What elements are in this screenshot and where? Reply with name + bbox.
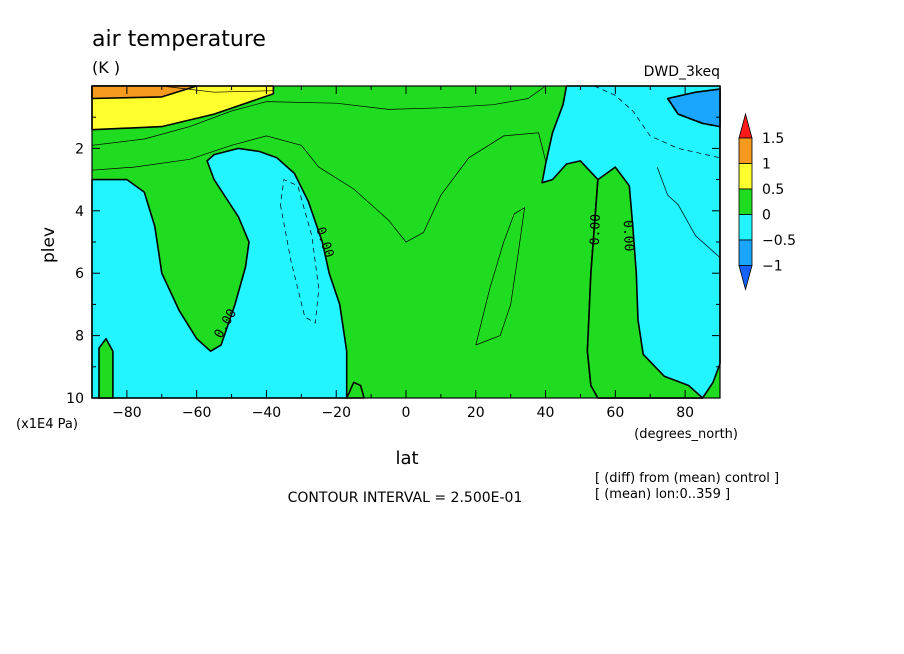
colorbar-arrow-bottom [738,265,753,292]
y-tick-label: 10 [66,391,84,407]
contour-line-3 [280,179,320,324]
x-tick-label: 40 [537,405,555,421]
contour-line-5 [594,85,721,159]
colorbar-arrow-top [738,112,753,139]
colorbar: 1.5 1 0.5 0 −0.5 −1 [738,112,796,292]
contour-line-7 [656,166,721,258]
colorbar-tick-label: 1 [762,157,771,173]
x-tick-label: −20 [321,405,351,421]
contour-line-2 [91,132,546,243]
colorbar-tick-label: −0.5 [762,233,796,249]
colorbar-band [738,163,753,190]
x-axis-label: lat [395,448,418,469]
contour-label: 0.00 [620,220,636,252]
x-tick-label: 80 [676,405,694,421]
region-3 [98,337,114,399]
colorbar-band [738,214,753,241]
colorbar-tick-label: 1.5 [762,131,784,147]
dataset-name: DWD_3keq [644,64,720,80]
x-axis-units: (degrees_north) [634,427,738,442]
colorbar-tick-label: 0 [762,208,771,224]
y-tick-label: 8 [75,329,84,345]
contour-line-1 [91,85,546,146]
note-mean: [ (mean) lon:0..359 ] [595,487,730,502]
region-6 [586,166,704,399]
plot-area: 0.000.00 0.00 0.00 −80 −60 −40 −20 0 20 40 60 80 2… [66,85,721,421]
x-tick-label: 60 [606,405,624,421]
x-tick-label: −40 [252,405,282,421]
y-tick-label: 4 [75,204,84,220]
colorbar-tick-label: 0.5 [762,182,784,198]
x-tick-label: −80 [112,405,142,421]
chart-title: air temperature [92,27,266,52]
contour-line-8 [91,85,197,99]
contour-interval: CONTOUR INTERVAL = 2.500E-01 [288,490,523,506]
y-axis-units: (x1E4 Pa) [16,417,78,432]
x-tick-label: 0 [402,405,411,421]
contour-label: 0.00 [588,214,604,246]
colorbar-band [738,188,753,215]
colorbar-band [738,137,753,164]
contour-line-4 [475,207,526,346]
contour-line-0 [161,85,274,93]
note-diff: [ (diff) from (mean) control ] [595,471,779,486]
x-tick-label: −60 [182,405,212,421]
y-tick-label: 6 [75,266,84,282]
x-tick-label: 20 [467,405,485,421]
chart-units: (K ) [92,58,120,77]
colorbar-tick-label: −1 [762,259,783,275]
region-2 [91,147,348,399]
y-tick-label: 2 [75,141,84,157]
contour-line-6 [667,98,721,128]
y-axis-label: plev [39,227,59,263]
colorbar-band [738,239,753,266]
